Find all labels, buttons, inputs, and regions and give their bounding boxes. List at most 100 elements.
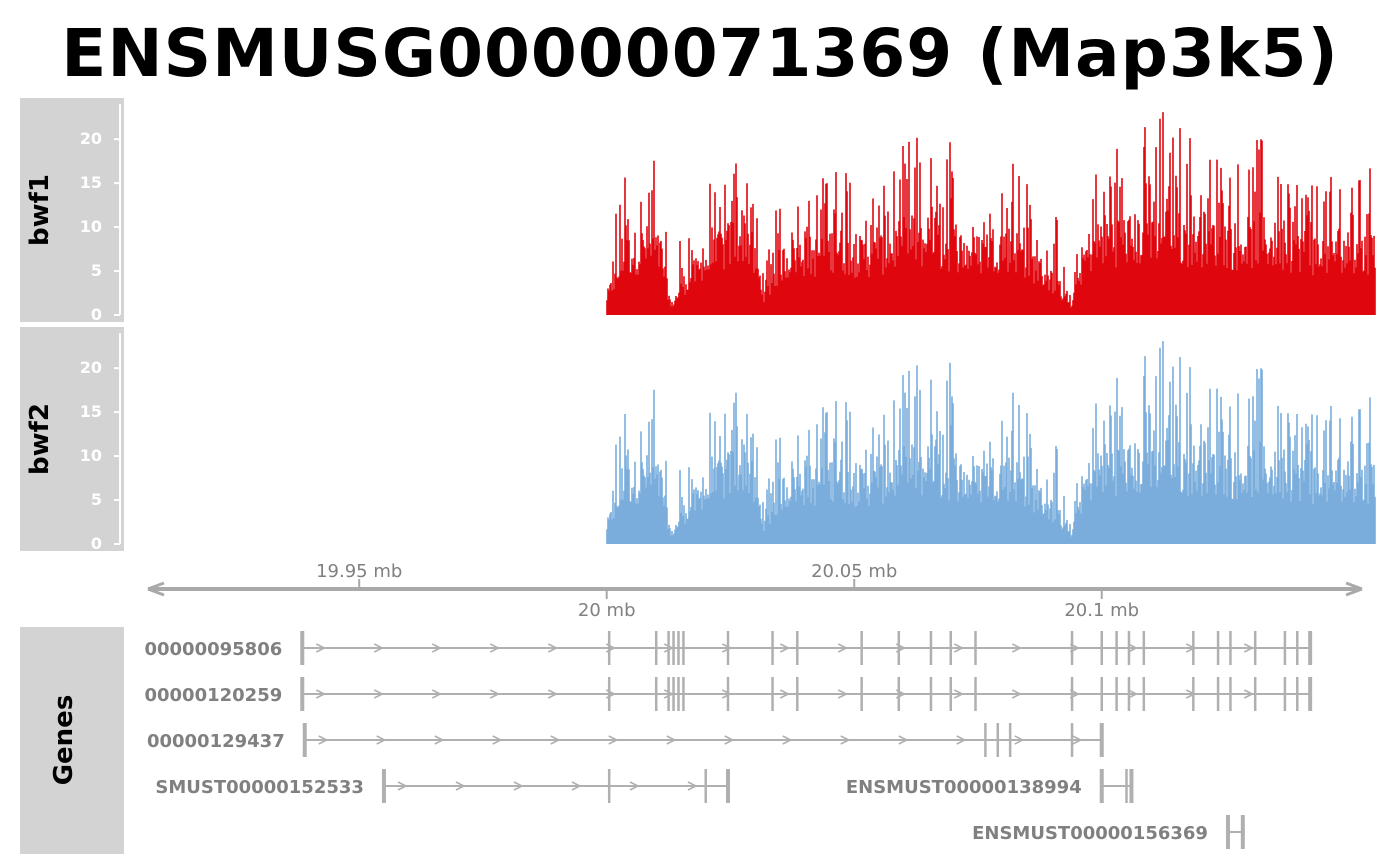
exon <box>860 677 863 711</box>
chart-title: ENSMUSG00000071369 (Map3k5) <box>61 15 1339 92</box>
strand-arrow <box>721 689 733 699</box>
exon <box>1308 677 1313 711</box>
exon <box>949 631 953 665</box>
exon <box>302 723 307 757</box>
y-tick-label: 15 <box>80 173 102 192</box>
transcript-label: SMUST00000152533 <box>155 777 364 798</box>
bwf1-series <box>606 112 1376 315</box>
exon <box>974 677 977 711</box>
strand-arrow <box>513 781 524 791</box>
strand-arrow <box>953 643 965 653</box>
strand-arrow <box>1011 689 1023 699</box>
exon <box>667 677 670 711</box>
exon <box>1240 815 1245 849</box>
strand-arrow <box>953 689 965 699</box>
exon <box>1296 677 1299 711</box>
exon <box>1115 677 1118 711</box>
exon <box>1253 631 1257 665</box>
exon <box>1070 723 1074 757</box>
transcript-label: ENSMUST00000138994 <box>846 777 1082 798</box>
exon <box>300 677 305 711</box>
exon <box>1100 631 1103 665</box>
exon <box>1216 677 1220 711</box>
strand-arrow <box>721 643 733 653</box>
strand-arrow <box>1243 689 1255 699</box>
strand-arrow <box>455 781 466 791</box>
bwf1-bars <box>606 112 1376 315</box>
strand-arrow <box>397 781 408 791</box>
strand-arrow <box>547 689 559 699</box>
genome-axis: 19.95 mb 20 mb 20.05 mb 20.1 mb <box>147 561 1363 621</box>
exon <box>1129 769 1134 803</box>
transcript: 00000129437 <box>147 723 1104 757</box>
exon <box>654 677 658 711</box>
exon <box>1115 631 1118 665</box>
strand-arrow <box>779 643 791 653</box>
transcript: 00000120259 <box>144 677 1313 711</box>
exon <box>1070 631 1074 665</box>
transcript-label: 00000129437 <box>147 731 285 752</box>
y-tick-label: 0 <box>91 305 102 324</box>
strand-arrow <box>571 781 582 791</box>
transcript: 00000095806 <box>144 631 1313 665</box>
bwf2-y-axis: 0 5 10 15 20 <box>80 333 121 553</box>
bwf2-panel-strip <box>20 327 124 551</box>
strand-arrow <box>489 643 501 653</box>
y-tick-label: 20 <box>80 129 102 148</box>
strand-arrow <box>779 689 791 699</box>
exon <box>672 631 675 665</box>
exon <box>682 677 685 711</box>
exon <box>929 677 933 711</box>
strand-arrow <box>489 689 501 699</box>
strand-arrow <box>376 735 387 745</box>
genes-track: 00000095806 00000120259 00000129437 SMUST00… <box>144 631 1313 849</box>
exon <box>726 677 730 711</box>
axis-tick-label: 19.95 mb <box>316 561 402 582</box>
exon <box>796 631 799 665</box>
y-tick-label: 20 <box>80 358 102 377</box>
exon <box>607 631 611 665</box>
exon <box>1253 677 1257 711</box>
axis-arrow-left <box>147 581 165 597</box>
strand-arrow <box>1127 689 1139 699</box>
transcript-label: 00000120259 <box>144 685 282 706</box>
exon <box>1283 677 1287 711</box>
strand-arrow <box>837 643 849 653</box>
bwf2-bars <box>606 341 1376 544</box>
exon <box>1229 631 1232 665</box>
exon <box>1308 631 1313 665</box>
exon <box>1283 631 1287 665</box>
axis-tick-label: 20 mb <box>578 600 636 621</box>
exon <box>1229 677 1232 711</box>
bwf2-panel-label: bwf2 <box>25 403 55 475</box>
strand-arrow <box>840 735 851 745</box>
y-tick-label: 5 <box>91 490 102 509</box>
transcript: ENSMUST00000156369 <box>972 815 1245 849</box>
exon <box>984 723 987 757</box>
exon <box>667 631 670 665</box>
strand-arrow <box>373 643 385 653</box>
strand-arrow <box>315 643 327 653</box>
exon <box>1127 631 1131 665</box>
strand-arrow <box>1014 735 1025 745</box>
genes-panel-strip <box>20 627 124 854</box>
exon <box>771 631 774 665</box>
exon <box>1125 769 1128 803</box>
y-tick-label: 10 <box>80 217 102 236</box>
exon <box>1099 769 1104 803</box>
exon <box>1099 723 1104 757</box>
strand-arrow <box>663 689 675 699</box>
exon <box>654 631 658 665</box>
exon <box>1296 631 1299 665</box>
exon <box>300 631 305 665</box>
genes-panel-label: Genes <box>49 695 79 786</box>
exon <box>996 723 1000 757</box>
bwf1-y-axis: 0 5 10 15 20 <box>80 104 121 324</box>
exon <box>1142 677 1146 711</box>
y-tick-label: 15 <box>80 402 102 421</box>
exon <box>381 769 386 803</box>
exon <box>682 631 685 665</box>
strand-arrow <box>724 735 735 745</box>
transcript-label: 00000095806 <box>144 639 282 660</box>
strand-arrow <box>547 643 559 653</box>
